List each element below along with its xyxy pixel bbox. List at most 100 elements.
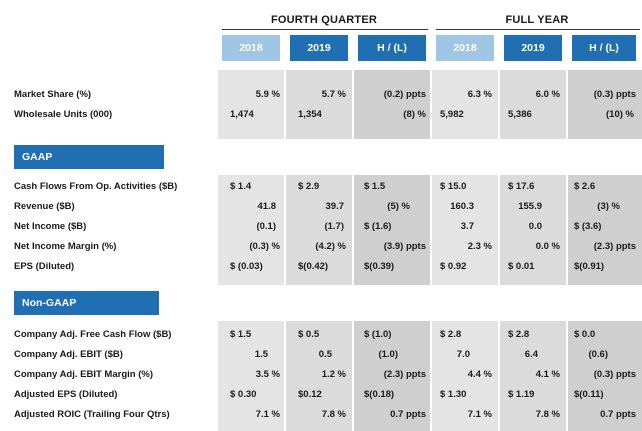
header-fq-2018: 2018 xyxy=(222,35,280,61)
cell-fy-2019: 0.0 % xyxy=(535,241,560,252)
cell-fy-2019: $ 0.01 xyxy=(508,261,535,272)
cell-fq-2019: 7.8 % xyxy=(321,409,346,420)
cell-fy-2019: $ 2.8 xyxy=(508,329,530,340)
cell-fq-2019: $(0.42) xyxy=(298,261,329,272)
row-label: Company Adj. EBIT ($B) xyxy=(14,349,123,360)
cell-fq-2018: 1,474 xyxy=(230,109,254,120)
table-row: Net Income ($B) (0.1) (1.7) $ (1.6) 3.7 … xyxy=(0,217,642,237)
section-band-gaap xyxy=(218,139,642,175)
row-label: Wholesale Units (000) xyxy=(14,109,113,120)
cell-fy-2018: 7.1 % xyxy=(467,409,492,420)
cell-fy-2018: $ 15.0 xyxy=(440,181,467,192)
cell-fy-2019: $ 17.6 xyxy=(508,181,535,192)
cell-fq-2018: 3.5 % xyxy=(255,369,280,380)
cell-fq-hl: (3.9) ppts xyxy=(383,241,426,252)
cell-fy-hl: (0.3) ppts xyxy=(593,369,636,380)
cell-fq-hl: (2.3) ppts xyxy=(383,369,426,380)
table-row: Company Adj. Free Cash Flow ($B) $ 1.5 $… xyxy=(0,325,642,345)
cell-fq-hl: (5) % xyxy=(387,201,410,212)
header-fy-2019: 2019 xyxy=(504,35,562,61)
cell-fy-2018: 5,982 xyxy=(440,109,464,120)
table-row: Company Adj. EBIT Margin (%) 3.5 % 1.2 %… xyxy=(0,365,642,385)
cell-fq-2019: 5.7 % xyxy=(321,89,346,100)
cell-fy-2018: 160.3 xyxy=(450,201,474,212)
header-fy-2018: 2018 xyxy=(436,35,494,61)
cell-fy-hl: (0.6) xyxy=(588,349,608,360)
cell-fq-hl: 0.7 ppts xyxy=(390,409,426,420)
cell-fq-hl: $(0.39) xyxy=(364,261,395,272)
table-row: Revenue ($B) 41.8 39.7 (5) % 160.3 155.9… xyxy=(0,197,642,217)
cell-fq-2018: $ 1.5 xyxy=(230,329,252,340)
row-label: Market Share (%) xyxy=(14,89,92,100)
cell-fq-2019: 1,354 xyxy=(298,109,322,120)
table-row: Adjusted EPS (Diluted) $ 0.30 $0.12 $(0.… xyxy=(0,385,642,405)
section-header-non-gaap: Non-GAAP xyxy=(14,291,159,315)
cell-fy-2018: 7.0 xyxy=(456,349,470,360)
cell-fq-hl: $ (1.6) xyxy=(364,221,392,232)
cell-fq-2018: $ 1.4 xyxy=(230,181,252,192)
group-title-full-year: FULL YEAR xyxy=(505,14,569,26)
cell-fq-2018: 1.5 xyxy=(254,349,268,360)
cell-fq-2019: (4.2) % xyxy=(315,241,346,252)
cell-fy-hl: (3) % xyxy=(597,201,620,212)
cell-fq-2019: 0.5 xyxy=(318,349,332,360)
cell-fy-2019: 0.0 xyxy=(528,221,542,232)
table-row: Net Income Margin (%) (0.3) % (4.2) % (3… xyxy=(0,237,642,257)
table-row: Market Share (%) 5.9 % 5.7 % (0.2) ppts … xyxy=(0,85,642,105)
cell-fy-2018: 2.3 % xyxy=(467,241,492,252)
cell-fy-2019: 6.0 % xyxy=(535,89,560,100)
cell-fq-2018: (0.3) % xyxy=(249,241,280,252)
cell-fq-2019: $ 2.9 xyxy=(298,181,320,192)
cell-fq-hl: $ (1.0) xyxy=(364,329,392,340)
table-row: EPS (Diluted) $ (0.03) $(0.42) $(0.39) $… xyxy=(0,257,642,277)
cell-fy-hl: 0.7 ppts xyxy=(600,409,636,420)
column-bg-fy-2019 xyxy=(500,70,566,431)
cell-fy-2018: $ 1.30 xyxy=(440,389,467,400)
row-label: Adjusted ROIC (Trailing Four Qtrs) xyxy=(14,409,170,420)
cell-fy-2018: 3.7 xyxy=(460,221,474,232)
header-fy-hl: H / (L) xyxy=(572,35,636,61)
header-fq-hl: H / (L) xyxy=(358,35,426,61)
column-bg-fq-2019 xyxy=(286,70,352,431)
row-label: Company Adj. Free Cash Flow ($B) xyxy=(14,329,172,340)
cell-fq-hl: $ 1.5 xyxy=(364,181,386,192)
cell-fy-2018: 4.4 % xyxy=(467,369,492,380)
row-label: Cash Flows From Op. Activities ($B) xyxy=(14,181,178,192)
cell-fy-2019: 155.9 xyxy=(518,201,542,212)
group-line-full-year xyxy=(436,29,640,30)
section-header-gaap: GAAP xyxy=(14,145,164,169)
cell-fq-2019: (1.7) xyxy=(324,221,344,232)
cell-fy-2018: 6.3 % xyxy=(467,89,492,100)
cell-fy-hl: (0.3) ppts xyxy=(593,89,636,100)
table-row: Cash Flows From Op. Activities ($B) $ 1.… xyxy=(0,177,642,197)
cell-fy-2019: $ 1.19 xyxy=(508,389,535,400)
cell-fq-hl: (1.0) xyxy=(378,349,398,360)
row-label: Net Income ($B) xyxy=(14,221,87,232)
cell-fq-hl: (0.2) ppts xyxy=(383,89,426,100)
cell-fy-hl: $ 2.6 xyxy=(574,181,596,192)
cell-fy-2019: 6.4 xyxy=(524,349,538,360)
header-fq-2019: 2019 xyxy=(290,35,348,61)
column-bg-fq-hl xyxy=(354,70,430,431)
cell-fy-hl: $ (3.6) xyxy=(574,221,602,232)
cell-fy-2019: 7.8 % xyxy=(535,409,560,420)
column-bg-fy-2018 xyxy=(432,70,498,431)
cell-fq-2018: $ (0.03) xyxy=(230,261,263,272)
column-bg-fq-2018 xyxy=(218,70,284,431)
group-line-fourth-quarter xyxy=(222,29,428,30)
cell-fq-2018: 7.1 % xyxy=(255,409,280,420)
row-label: Revenue ($B) xyxy=(14,201,75,212)
row-label: Company Adj. EBIT Margin (%) xyxy=(14,369,153,380)
row-label: EPS (Diluted) xyxy=(14,261,75,272)
section-band-non-gaap xyxy=(218,285,642,321)
cell-fq-hl: (8) % xyxy=(403,109,426,120)
cell-fq-2019: 39.7 xyxy=(325,201,345,212)
cell-fy-hl: $(0.11) xyxy=(574,389,604,400)
cell-fq-2018: 5.9 % xyxy=(255,89,280,100)
cell-fq-2018: (0.1) xyxy=(256,221,276,232)
row-label: Adjusted EPS (Diluted) xyxy=(14,389,118,400)
row-label: Net Income Margin (%) xyxy=(14,241,117,252)
cell-fq-2019: $ 0.5 xyxy=(298,329,320,340)
cell-fy-hl: (2.3) ppts xyxy=(593,241,636,252)
column-bg-fy-hl xyxy=(568,70,642,431)
